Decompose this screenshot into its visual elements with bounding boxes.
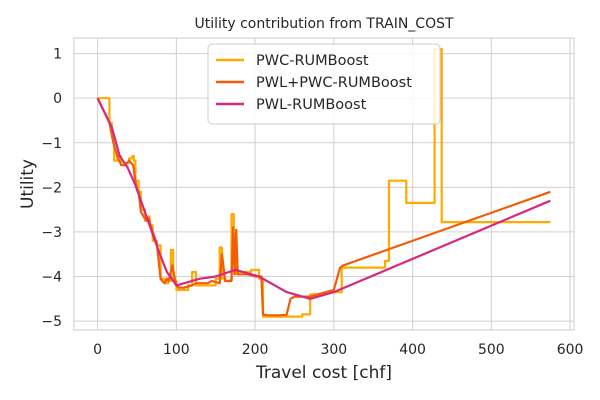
legend: PWC-RUMBoost PWL+PWC-RUMBoost PWL-RUMBoost bbox=[207, 43, 441, 125]
y-tick-label: −2 bbox=[41, 180, 62, 196]
x-axis-label: Travel cost [chf] bbox=[255, 363, 392, 383]
x-tick-label: 200 bbox=[242, 342, 269, 358]
legend-items: PWC-RUMBoost PWL+PWC-RUMBoost PWL-RUMBoost bbox=[216, 53, 412, 113]
y-tick-label: −4 bbox=[41, 270, 62, 286]
tick-labels: 0 100 200 300 400 500 600 −5 −4 −3 −2 −1 0 1 bbox=[41, 47, 583, 358]
y-tick-label: −3 bbox=[41, 225, 62, 241]
legend-label-pwl-rumboost: PWL-RUMBoost bbox=[256, 97, 367, 113]
chart-title: Utility contribution from TRAIN_COST bbox=[194, 16, 454, 32]
y-tick-label: −5 bbox=[41, 314, 62, 330]
y-axis-label: Utility bbox=[18, 159, 38, 209]
x-tick-label: 0 bbox=[93, 342, 102, 358]
series-layer bbox=[96, 48, 551, 318]
plot-frame bbox=[73, 37, 575, 331]
legend-label-pwl-pwc-rumboost: PWL+PWC-RUMBoost bbox=[256, 75, 412, 91]
legend-box bbox=[207, 43, 441, 125]
y-tick-label: 0 bbox=[53, 91, 62, 107]
x-tick-label: 300 bbox=[320, 342, 347, 358]
y-tick-label: 1 bbox=[53, 47, 62, 63]
x-tick-label: 100 bbox=[163, 342, 190, 358]
y-tick-label: −1 bbox=[41, 136, 62, 152]
series-line-pwl-rumboost bbox=[96, 97, 551, 300]
x-tick-label: 600 bbox=[557, 342, 584, 358]
x-tick-label: 400 bbox=[399, 342, 426, 358]
x-tick-label: 500 bbox=[478, 342, 505, 358]
legend-label-pwc-rumboost: PWC-RUMBoost bbox=[256, 53, 369, 69]
